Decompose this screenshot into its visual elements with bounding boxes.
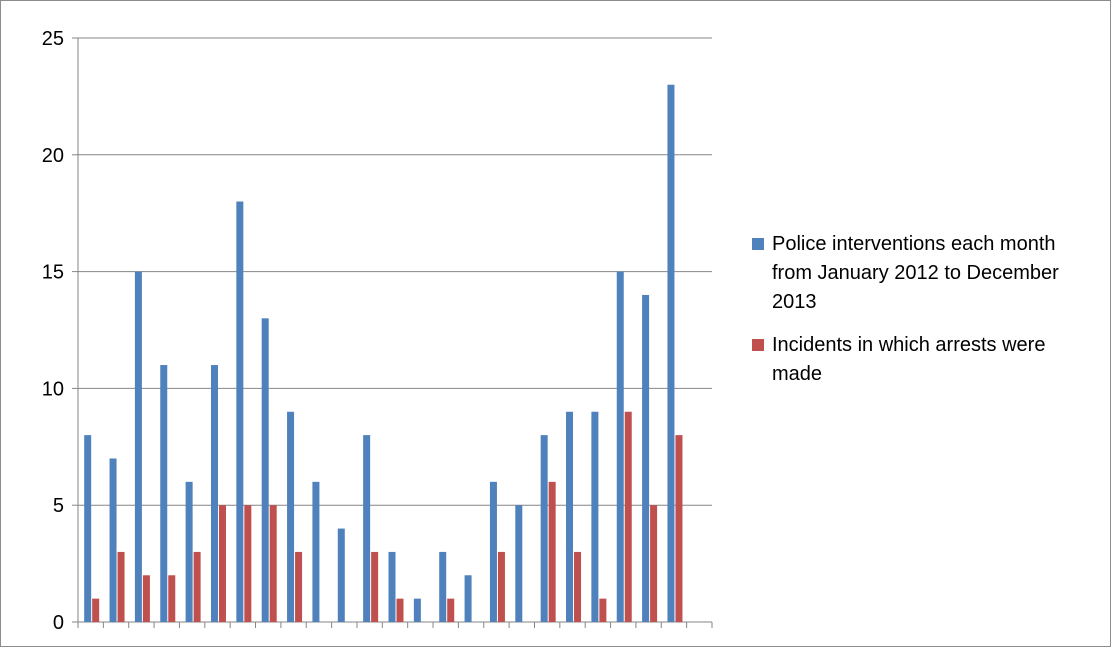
- bar-arrests: [396, 598, 404, 622]
- bar-arrests: [142, 575, 150, 622]
- bar-interventions: [464, 575, 472, 622]
- bar-interventions: [515, 505, 523, 622]
- bar-interventions: [667, 84, 675, 623]
- bar-arrests: [447, 598, 455, 622]
- bar-interventions: [337, 528, 345, 622]
- bar-arrests: [92, 598, 100, 622]
- bar-arrests: [675, 435, 683, 622]
- bar-interventions: [566, 411, 574, 622]
- bar-arrests: [295, 551, 303, 622]
- legend-item-arrests: Incidents in which arrests were made: [752, 331, 1082, 389]
- bar-arrests: [117, 551, 125, 622]
- bar-interventions: [591, 411, 599, 622]
- bar-interventions: [287, 411, 295, 622]
- bar-interventions: [134, 271, 142, 622]
- bar-interventions: [489, 481, 497, 622]
- bar-arrests: [497, 551, 505, 622]
- y-tick-label: 5: [53, 495, 64, 517]
- legend-label-arrests: Incidents in which arrests were made: [772, 334, 1046, 385]
- bar-arrests: [624, 411, 632, 622]
- bar-arrests: [599, 598, 607, 622]
- bar-interventions: [439, 551, 447, 622]
- bar-interventions: [540, 435, 548, 622]
- bar-interventions: [210, 365, 218, 622]
- y-tick-label: 25: [42, 28, 64, 50]
- bar-interventions: [109, 458, 117, 622]
- bar-interventions: [84, 435, 92, 622]
- bar-arrests: [548, 481, 556, 622]
- bar-arrests: [244, 505, 252, 622]
- bar-interventions: [236, 201, 244, 622]
- bar-arrests: [650, 505, 658, 622]
- y-tick-label: 0: [53, 612, 64, 634]
- bar-interventions: [261, 318, 269, 622]
- legend-label-interventions: Police interventions each month from Jan…: [772, 233, 1059, 313]
- bar-arrests: [269, 505, 277, 622]
- bar-interventions: [642, 294, 650, 622]
- bar-interventions: [363, 435, 371, 622]
- y-tick-label: 20: [42, 145, 64, 167]
- legend-swatch-interventions: [752, 238, 764, 250]
- legend: Police interventions each month from Jan…: [752, 230, 1082, 403]
- bar-arrests: [168, 575, 176, 622]
- bar-arrests: [371, 551, 379, 622]
- bar-interventions: [160, 365, 168, 622]
- bar-interventions: [388, 551, 396, 622]
- legend-item-interventions: Police interventions each month from Jan…: [752, 230, 1082, 317]
- bar-arrests: [574, 551, 582, 622]
- bar-interventions: [312, 481, 320, 622]
- bar-interventions: [185, 481, 193, 622]
- legend-swatch-arrests: [752, 339, 764, 351]
- bar-interventions: [413, 598, 421, 622]
- bar-interventions: [616, 271, 624, 622]
- bar-arrests: [193, 551, 201, 622]
- y-tick-label: 15: [42, 262, 64, 284]
- y-tick-label: 10: [42, 378, 64, 400]
- bar-arrests: [218, 505, 226, 622]
